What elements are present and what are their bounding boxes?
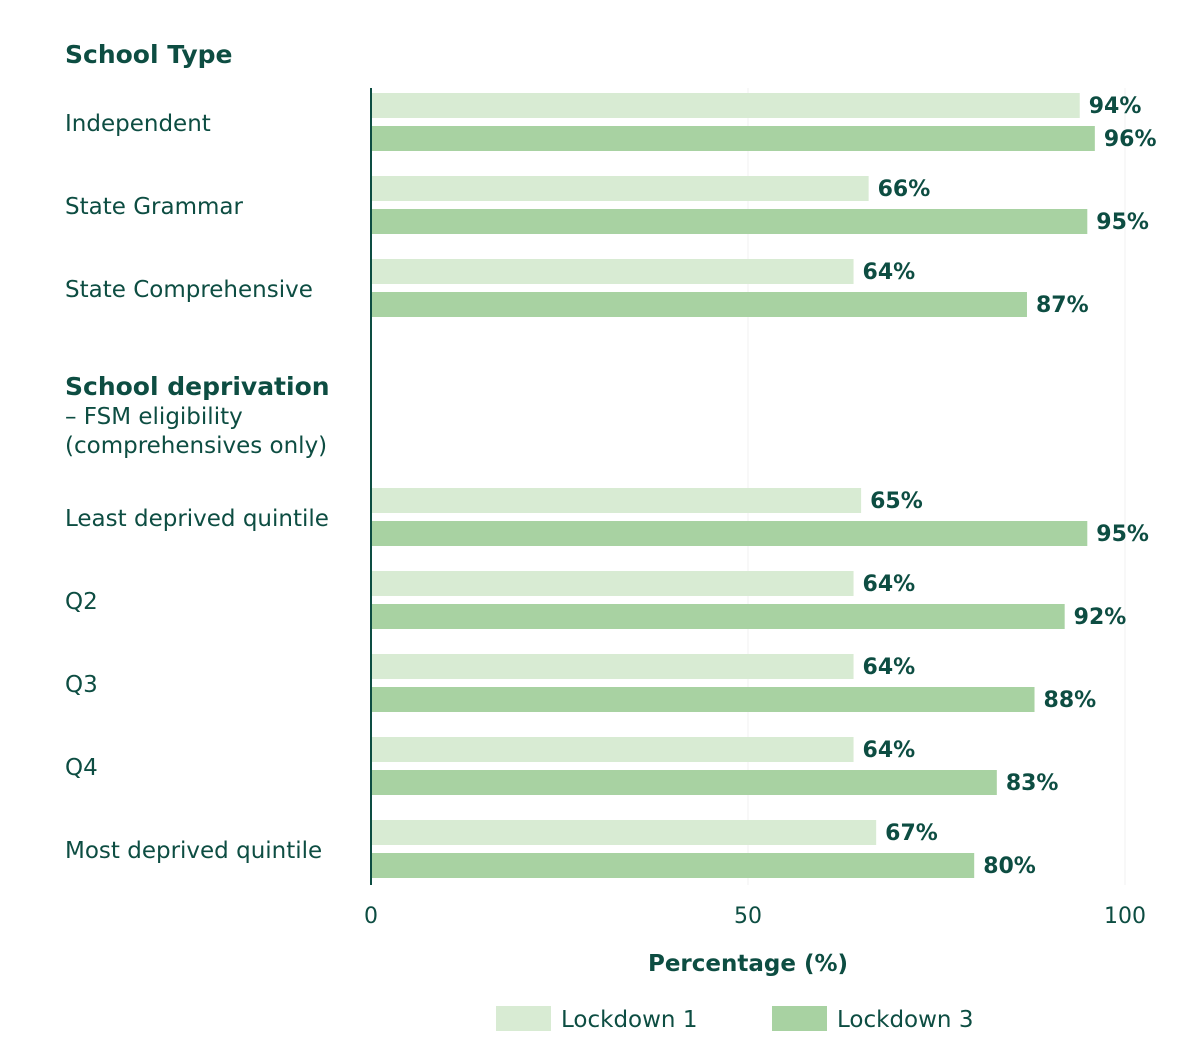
- data-label: 64%: [863, 572, 916, 597]
- bar-lockdown-1: [371, 176, 869, 201]
- category-label: Most deprived quintile: [65, 838, 322, 864]
- x-axis-title: Percentage (%): [648, 951, 848, 977]
- legend-label: Lockdown 1: [561, 1007, 697, 1033]
- bar-lockdown-3: [371, 209, 1088, 234]
- bar-lockdown-1: [371, 820, 877, 845]
- category-label: State Comprehensive: [65, 277, 313, 303]
- bar-lockdown-3: [371, 292, 1027, 317]
- legend-swatch: [772, 1006, 827, 1031]
- category-label: State Grammar: [65, 194, 243, 220]
- bar-lockdown-1: [371, 93, 1080, 118]
- bar-lockdown-3: [371, 126, 1095, 151]
- legend-label: Lockdown 3: [837, 1007, 973, 1033]
- category-label: Independent: [65, 111, 211, 137]
- data-label: 92%: [1074, 605, 1127, 630]
- bar-lockdown-3: [371, 604, 1065, 629]
- bar-lockdown-1: [371, 654, 854, 679]
- data-label: 83%: [1006, 771, 1059, 796]
- data-label: 95%: [1096, 210, 1149, 235]
- data-label: 64%: [863, 738, 916, 763]
- bar-lockdown-3: [371, 521, 1088, 546]
- bar-lockdown-1: [371, 571, 854, 596]
- bar-lockdown-1: [371, 737, 854, 762]
- data-label: 95%: [1096, 522, 1149, 547]
- bar-lockdown-1: [371, 259, 854, 284]
- section-subtitle: (comprehensives only): [65, 433, 327, 459]
- data-label: 87%: [1036, 293, 1089, 318]
- legend-swatch: [496, 1006, 551, 1031]
- data-label: 67%: [885, 821, 938, 846]
- category-label: Q2: [65, 589, 98, 615]
- data-label: 65%: [870, 489, 923, 514]
- category-label: Q3: [65, 672, 98, 698]
- section-subtitle: – FSM eligibility: [65, 404, 243, 430]
- data-label: 80%: [983, 854, 1036, 879]
- section-title: School deprivation: [65, 372, 330, 401]
- x-tick-label: 50: [734, 904, 762, 929]
- category-label: Q4: [65, 755, 98, 781]
- data-label: 88%: [1044, 688, 1097, 713]
- section-title: School Type: [65, 40, 232, 69]
- data-label: 96%: [1104, 127, 1157, 152]
- data-label: 66%: [878, 177, 931, 202]
- bar-lockdown-3: [371, 687, 1035, 712]
- data-label: 94%: [1089, 94, 1142, 119]
- bar-lockdown-3: [371, 770, 997, 795]
- bar-lockdown-3: [371, 853, 975, 878]
- x-tick-label: 100: [1104, 904, 1146, 929]
- bar-lockdown-1: [371, 488, 862, 513]
- data-label: 64%: [863, 260, 916, 285]
- data-label: 64%: [863, 655, 916, 680]
- x-tick-label: 0: [364, 904, 378, 929]
- category-label: Least deprived quintile: [65, 506, 329, 532]
